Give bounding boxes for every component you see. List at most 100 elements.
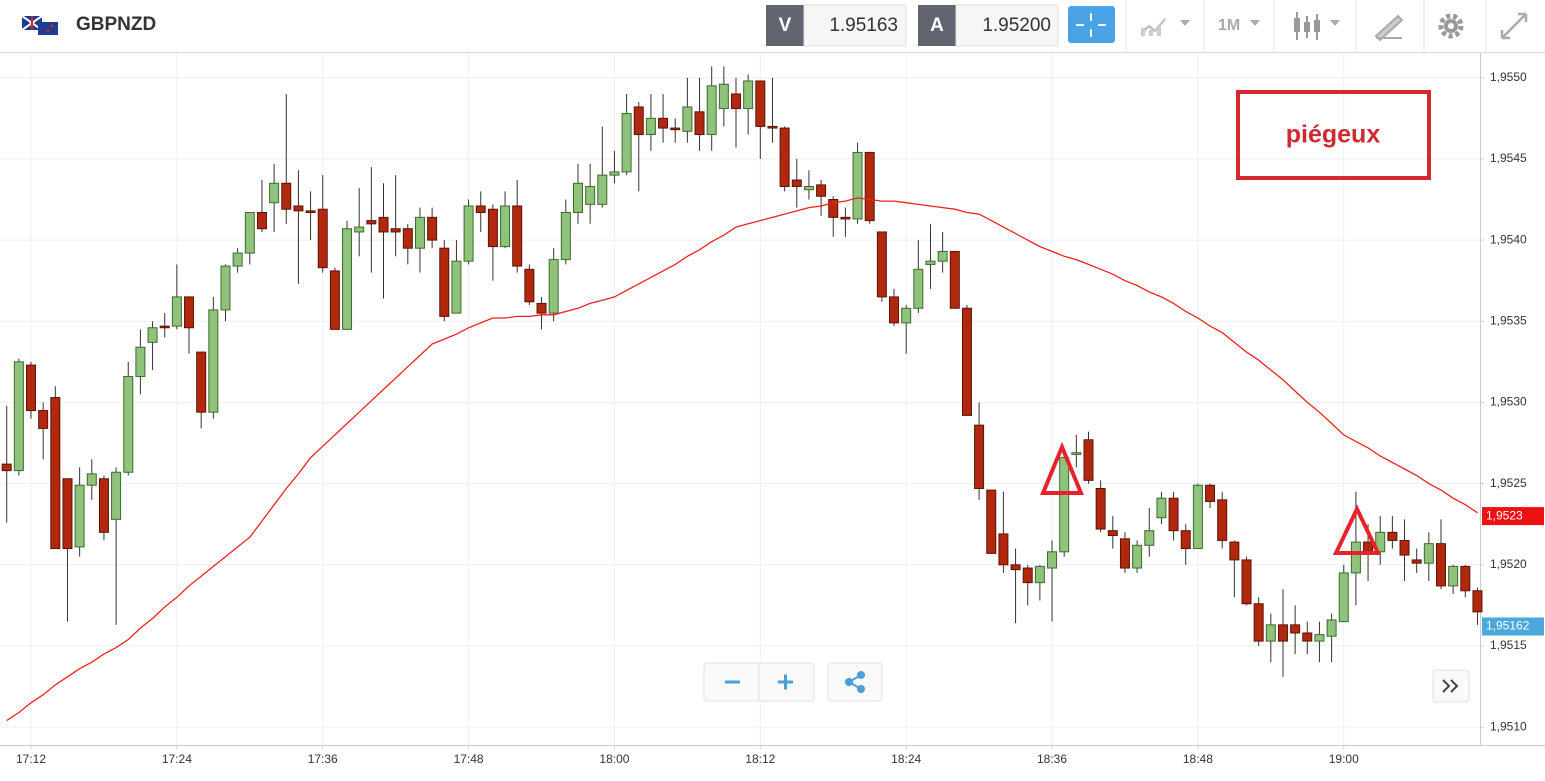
candle-body	[1435, 543, 1446, 587]
candle-body	[609, 171, 620, 176]
candle-body	[694, 111, 705, 136]
candle-body	[135, 346, 146, 377]
candle-body	[402, 228, 413, 249]
x-tick-label: 18:00	[599, 752, 629, 766]
x-tick-label: 18:48	[1183, 752, 1213, 766]
price-label: 1,95162	[1486, 619, 1530, 633]
candle-body	[633, 106, 644, 136]
candle-body	[244, 211, 255, 254]
candle-body	[1399, 539, 1410, 556]
sell-label[interactable]: V	[779, 15, 792, 36]
candle-body	[901, 307, 912, 324]
scroll-end-icon[interactable]	[1442, 679, 1459, 693]
candle-style-button[interactable]	[1294, 12, 1340, 40]
y-tick-label: 1,9510	[1490, 719, 1527, 733]
scroll-end-button[interactable]	[1432, 669, 1470, 703]
x-tick-label: 18:24	[891, 752, 921, 766]
candle-body	[949, 250, 960, 309]
candle-body	[1010, 564, 1021, 571]
candle-body	[329, 270, 340, 330]
timeframe-caret[interactable]	[1250, 20, 1260, 26]
settings-button[interactable]	[1438, 13, 1464, 39]
candle-body	[281, 182, 292, 210]
candle-body	[731, 93, 741, 110]
candle-body	[1460, 565, 1471, 592]
candle-body	[1314, 634, 1325, 642]
sell-price-box[interactable]	[803, 4, 907, 47]
draw-tool-button[interactable]	[1374, 14, 1404, 42]
candle-body	[62, 478, 73, 550]
y-tick-label: 1,9530	[1490, 395, 1527, 409]
candle-body	[86, 473, 97, 486]
crosshair-button[interactable]	[1068, 6, 1115, 43]
candle-body	[1423, 543, 1434, 564]
candle-body	[451, 260, 462, 314]
annotation-layer: piégeux	[1040, 90, 1431, 555]
candle-body	[512, 205, 523, 267]
candle-body	[1034, 565, 1045, 584]
sell-button[interactable]	[766, 5, 804, 46]
candle-body	[1363, 541, 1374, 553]
candle-body	[767, 125, 778, 129]
candle-body	[974, 424, 985, 489]
buy-label[interactable]: A	[930, 15, 944, 36]
buy-price[interactable]: 1.95200	[982, 15, 1051, 36]
candle-body	[645, 117, 656, 136]
candle-body	[658, 117, 669, 129]
x-tick-label: 17:36	[308, 752, 338, 766]
price-label: 1,9523	[1486, 508, 1523, 522]
candle-body	[159, 325, 170, 329]
candle-body	[1290, 624, 1301, 634]
symbol: GBPNZD	[76, 14, 156, 35]
x-tick-label: 18:36	[1037, 752, 1067, 766]
candle-body	[840, 216, 851, 220]
buy-button[interactable]	[918, 5, 956, 46]
candle-body	[50, 397, 61, 550]
candle-body	[1047, 551, 1058, 569]
candle-body	[184, 296, 195, 329]
candle-body	[342, 228, 353, 330]
share-button[interactable]	[827, 662, 883, 702]
x-tick-label: 17:12	[16, 752, 46, 766]
y-tick-label: 1,9550	[1490, 70, 1527, 84]
candle-body	[1241, 559, 1252, 605]
candle-body	[414, 216, 425, 249]
timeframe[interactable]: 1M	[1218, 17, 1240, 34]
x-tick-label: 19:00	[1329, 752, 1359, 766]
fullscreen-button[interactable]	[1500, 12, 1528, 40]
candle-body	[682, 106, 693, 132]
share-icon[interactable]	[845, 671, 865, 693]
zoom-in-button[interactable]	[778, 674, 793, 690]
zoom-controls	[703, 662, 1470, 703]
candle-body	[26, 364, 37, 412]
toolbar: GBPNZD V 1.95163 A 1.95200 1M	[0, 0, 1545, 53]
candle-body	[1302, 632, 1313, 642]
y-tick-label: 1,9545	[1490, 151, 1527, 165]
candle-body	[560, 211, 571, 261]
warning-triangle	[1332, 504, 1382, 555]
x-tick-label: 17:24	[162, 752, 192, 766]
buy-price-box[interactable]	[955, 4, 1059, 47]
marks	[1, 66, 1483, 722]
candle-body	[913, 268, 924, 309]
candle-body	[171, 296, 182, 327]
candle-body	[864, 151, 875, 222]
candle-body	[196, 351, 207, 413]
candle-body	[1217, 499, 1228, 541]
candle-body	[98, 478, 109, 533]
sell-price[interactable]: 1.95163	[829, 15, 898, 36]
candle-body	[487, 208, 498, 248]
chart-type-button[interactable]	[1140, 18, 1190, 36]
candle-body	[1168, 497, 1179, 532]
candle-body	[38, 410, 49, 429]
candle-body	[111, 471, 122, 520]
candle-body	[597, 174, 608, 205]
flag	[21, 15, 58, 35]
y-tick-label: 1,9515	[1490, 638, 1527, 652]
candle-body	[536, 302, 547, 314]
candle-body	[1156, 497, 1167, 519]
candle-body	[1, 463, 12, 472]
y-tick-label: 1,9520	[1490, 557, 1527, 571]
candle-body	[828, 198, 839, 218]
